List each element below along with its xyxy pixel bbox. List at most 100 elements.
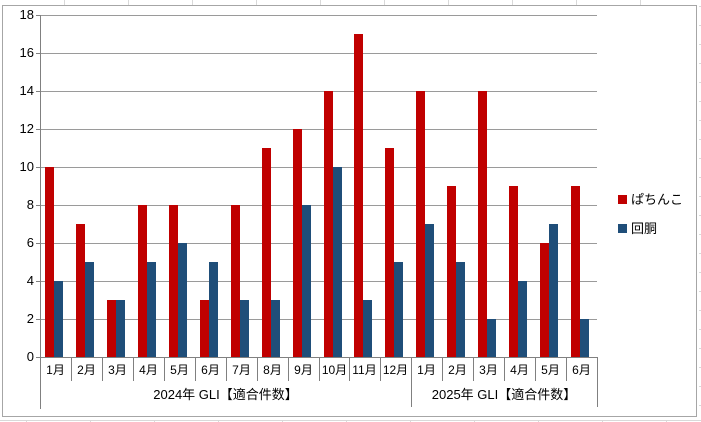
bar-kaidou[interactable] [549,224,558,357]
worksheet-gridline [666,420,667,422]
worksheet-gridline [699,6,701,7]
plot-gridline [41,129,597,130]
bar-pachinko[interactable] [571,186,580,357]
x-axis-separator [71,357,72,381]
worksheet-gridline [474,420,475,422]
bar-kaidou[interactable] [85,262,94,357]
x-axis-month-label: 6月 [201,363,220,377]
y-axis-tick [36,129,40,130]
x-axis-separator [380,357,381,381]
x-axis-separator [473,357,474,381]
bar-kaidou[interactable] [116,300,125,357]
bar-kaidou[interactable] [518,281,527,357]
worksheet-gridline [26,420,27,422]
x-axis-group-label: 2025年 GLI【適合件数】 [431,387,577,402]
plot-gridline [41,205,597,206]
worksheet-gridline [0,420,701,421]
x-axis-separator [288,357,289,381]
bar-kaidou[interactable] [178,243,187,357]
x-axis-separator [133,357,134,381]
bar-kaidou[interactable] [209,262,218,357]
x-axis-month-label: 5月 [170,363,189,377]
bar-pachinko[interactable] [324,91,333,357]
worksheet-gridline [448,0,449,5]
y-axis-tick [36,243,40,244]
bar-pachinko[interactable] [200,300,209,357]
worksheet-gridline [699,348,701,349]
y-axis-label: 18 [19,7,34,22]
worksheet-gridline [699,177,701,178]
y-axis-tick [36,91,40,92]
x-axis-separator [504,357,505,381]
bar-pachinko[interactable] [540,243,549,357]
worksheet-gridline [640,0,641,5]
bar-pachinko[interactable] [354,34,363,357]
x-axis-group-separator [411,381,412,407]
x-axis-month-label: 2月 [77,363,96,377]
bar-kaidou[interactable] [363,300,372,357]
bar-kaidou[interactable] [147,262,156,357]
worksheet-gridline [154,420,155,422]
x-axis-month-label: 6月 [572,363,591,377]
y-axis-label: 8 [26,197,34,212]
x-axis-separator [411,357,412,381]
bar-pachinko[interactable] [416,91,425,357]
bar-pachinko[interactable] [478,91,487,357]
x-axis-month-label: 9月 [294,363,313,377]
plot-gridline [41,15,597,16]
bar-kaidou[interactable] [425,224,434,357]
bar-pachinko[interactable] [509,186,518,357]
bar-pachinko[interactable] [385,148,394,357]
bar-pachinko[interactable] [138,205,147,357]
bar-pachinko[interactable] [262,148,271,357]
x-axis-month-label: 3月 [108,363,127,377]
bar-pachinko[interactable] [169,205,178,357]
x-axis-month-label: 1月 [417,363,436,377]
bar-kaidou[interactable] [302,205,311,357]
x-axis-month-label: 11月 [352,363,377,377]
x-axis-separator [195,357,196,381]
bar-kaidou[interactable] [580,319,589,357]
bar-kaidou[interactable] [240,300,249,357]
worksheet-gridline [699,405,701,406]
x-axis-month-label: 8月 [263,363,282,377]
x-axis-month-label: 12月 [382,363,409,377]
bar-pachinko[interactable] [447,186,456,357]
x-axis-month-label: 10月 [321,363,348,377]
plot-gridline [41,243,597,244]
x-axis-group-label: 2024年 GLI【適合件数】 [153,387,298,402]
bar-pachinko[interactable] [107,300,116,357]
bar-kaidou[interactable] [333,167,342,357]
worksheet-gridline [320,0,321,5]
worksheet-gridline [699,120,701,121]
plot-gridline [41,91,597,92]
bar-pachinko[interactable] [45,167,54,357]
worksheet-gridline [699,63,701,64]
x-axis-separator [442,357,443,381]
legend-item-pachinko[interactable]: ぱちんこ [618,193,693,207]
y-axis-tick [36,205,40,206]
y-axis-label: 14 [19,83,34,98]
x-axis-month-label: 3月 [479,363,498,377]
bar-pachinko[interactable] [293,129,302,357]
y-axis-tick [36,15,40,16]
x-axis-month-label: 1月 [46,363,65,377]
bar-pachinko[interactable] [231,205,240,357]
y-axis-tick [36,357,40,358]
worksheet-gridline [282,420,283,422]
bar-kaidou[interactable] [394,262,403,357]
bar-kaidou[interactable] [487,319,496,357]
bar-kaidou[interactable] [54,281,63,357]
y-axis-tick [36,53,40,54]
legend-item-kaidou[interactable]: 回胴 [618,222,693,236]
worksheet-gridline [256,0,257,5]
worksheet-gridline [538,420,539,422]
bar-kaidou[interactable] [271,300,280,357]
worksheet-gridline [699,291,701,292]
y-axis-label: 16 [19,45,34,60]
bar-kaidou[interactable] [456,262,465,357]
worksheet-gridline [699,272,701,273]
y-axis-label: 10 [19,159,34,174]
bar-pachinko[interactable] [76,224,85,357]
y-axis-tick [36,319,40,320]
